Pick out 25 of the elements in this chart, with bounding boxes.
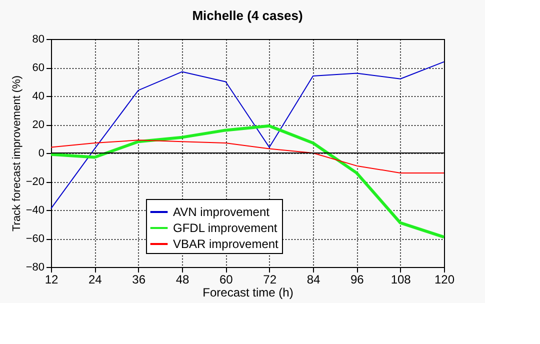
y-tick-label: −20: [26, 176, 44, 188]
x-tick-label: 72: [263, 272, 277, 286]
legend-label: AVN improvement: [173, 205, 270, 219]
y-tick-label: −80: [26, 262, 44, 274]
chart-title: Michelle (4 cases): [192, 8, 303, 23]
x-tick-label: 108: [390, 272, 412, 286]
x-tick-label: 120: [434, 272, 455, 286]
x-tick-label: 24: [88, 272, 102, 286]
x-axis-title: Forecast time (h): [202, 286, 294, 300]
y-tick-label: 60: [32, 62, 44, 74]
y-tick-label: 80: [32, 34, 44, 46]
y-tick-label: −60: [26, 233, 44, 245]
legend-label: GFDL improvement: [173, 221, 278, 235]
x-tick-label: 12: [44, 272, 58, 286]
y-tick-label: 40: [32, 90, 44, 102]
y-tick-label: −40: [26, 204, 44, 216]
y-axis-title: Track forecast improvement (%): [10, 75, 23, 232]
x-tick-label: 48: [176, 272, 190, 286]
x-tick-label: 84: [306, 272, 320, 286]
x-tick-label: 60: [219, 272, 234, 286]
x-tick-label: 36: [132, 272, 146, 286]
x-tick-label: 96: [350, 272, 364, 286]
y-tick-label: 20: [32, 119, 44, 131]
y-tick-label: 0: [38, 148, 44, 160]
legend-label: VBAR improvement: [173, 237, 280, 251]
